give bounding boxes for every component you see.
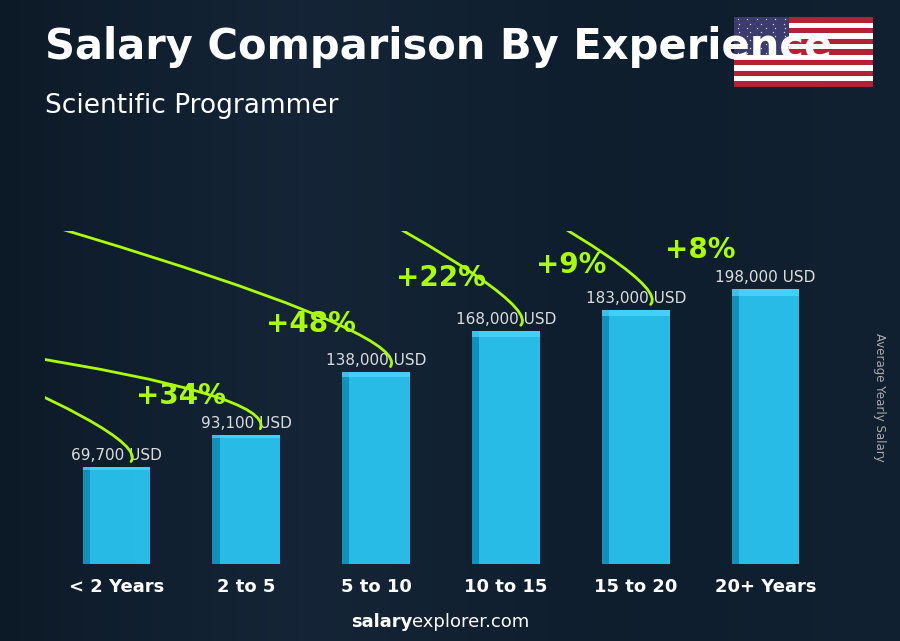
Text: Average Yearly Salary: Average Yearly Salary — [873, 333, 886, 462]
Bar — [472, 331, 540, 564]
FancyArrowPatch shape — [0, 0, 652, 304]
Bar — [472, 331, 480, 564]
Text: salary: salary — [351, 613, 412, 631]
Bar — [734, 76, 873, 81]
FancyArrowPatch shape — [0, 0, 523, 325]
Text: Salary Comparison By Experience: Salary Comparison By Experience — [45, 26, 832, 68]
Text: +34%: +34% — [137, 382, 226, 410]
Text: 183,000 USD: 183,000 USD — [586, 291, 686, 306]
Text: +48%: +48% — [266, 310, 356, 338]
Bar — [83, 467, 150, 564]
Bar — [83, 467, 150, 470]
Bar — [734, 22, 873, 28]
Text: +9%: +9% — [536, 251, 606, 279]
Bar — [734, 17, 789, 54]
Text: explorer.com: explorer.com — [412, 613, 529, 631]
Text: 168,000 USD: 168,000 USD — [455, 312, 556, 326]
FancyArrowPatch shape — [0, 0, 392, 367]
Bar — [732, 289, 739, 564]
Bar — [734, 33, 873, 38]
Bar — [602, 310, 670, 564]
Text: 198,000 USD: 198,000 USD — [716, 270, 815, 285]
Bar — [732, 289, 799, 296]
Text: 69,700 USD: 69,700 USD — [71, 448, 162, 463]
FancyArrowPatch shape — [0, 0, 261, 429]
Bar — [602, 310, 609, 564]
Text: 138,000 USD: 138,000 USD — [326, 353, 427, 368]
Bar — [342, 372, 410, 564]
Bar — [212, 435, 220, 564]
Text: Scientific Programmer: Scientific Programmer — [45, 93, 338, 119]
Bar — [342, 372, 349, 564]
Bar — [212, 435, 280, 438]
Bar — [83, 467, 90, 564]
Text: 93,100 USD: 93,100 USD — [201, 415, 292, 431]
Text: +8%: +8% — [665, 236, 736, 264]
Bar — [342, 372, 410, 377]
Bar — [602, 310, 670, 316]
Bar — [734, 28, 873, 33]
Bar — [734, 60, 873, 65]
Bar — [734, 44, 873, 49]
Bar — [734, 54, 873, 60]
Bar — [734, 65, 873, 71]
Bar — [734, 71, 873, 76]
Bar — [734, 49, 873, 54]
Bar — [472, 331, 540, 337]
Text: +22%: +22% — [396, 264, 486, 292]
Bar — [732, 289, 799, 564]
Bar — [734, 81, 873, 87]
Bar — [212, 435, 280, 564]
FancyArrowPatch shape — [0, 0, 132, 462]
Bar — [734, 17, 873, 22]
Bar — [734, 38, 873, 44]
